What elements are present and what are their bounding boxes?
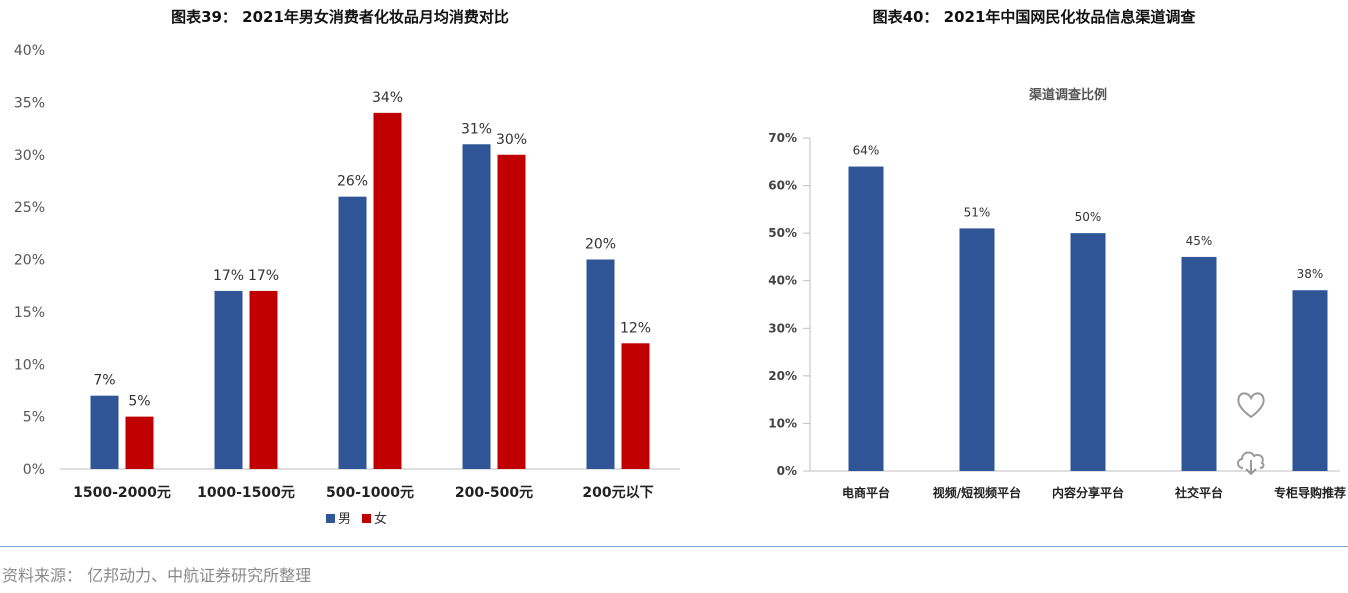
y-tick-label: 0% [23,462,45,478]
x-tick-label: 内容分享平台 [1052,485,1124,500]
data-label: 34% [372,90,403,106]
bar [1292,290,1328,471]
y-tick-label: 25% [14,200,45,216]
y-tick-label: 70% [768,131,797,145]
data-label: 38% [1297,267,1324,281]
bar [848,166,884,472]
footer-divider [0,546,1348,547]
gender-spending-bar-chart: 0% 5% 10% 15% 20% 25% 30% 35% 40% 7% 5% 1500-2000元 1… [14,43,680,527]
bar-male [462,144,491,469]
bar-female [621,343,650,469]
y-tick-label: 60% [768,179,797,193]
data-label: 30% [496,132,527,148]
data-label: 31% [461,121,492,137]
y-tick-label: 10% [768,416,797,430]
bar-female [125,416,154,469]
data-label: 12% [620,320,651,336]
bar-male [338,196,367,469]
data-label: 17% [248,268,279,284]
inner-chart-title: 渠道调查比例 [1028,87,1107,103]
x-tick-label: 1500-2000元 [73,485,171,501]
y-tick-label: 50% [768,226,797,240]
bar-female [497,154,526,469]
bar [1070,233,1106,471]
x-tick-label: 200-500元 [455,485,533,501]
y-tick-label: 5% [23,410,45,426]
data-label: 20% [585,237,616,253]
left-chart-title: 图表39： 2021年男女消费者化妆品月均消费对比 [171,8,509,26]
y-tick-label: 40% [14,43,45,59]
bar-female [373,112,402,469]
data-label: 50% [1075,210,1102,224]
data-label: 64% [853,144,880,158]
channel-survey-bar-chart: 渠道调查比例 0% 10% 20% 30% 40% 50% 60% 70% 64% 电商平台 51% 视… [768,87,1346,500]
x-tick-label: 1000-1500元 [197,485,295,501]
legend-swatch [326,514,335,523]
y-tick-label: 35% [14,95,45,111]
y-tick-label: 0% [777,464,797,478]
x-tick-label: 专柜导购推荐 [1274,485,1346,500]
y-tick-label: 20% [768,369,797,383]
y-tick-label: 30% [768,321,797,335]
x-tick-label: 500-1000元 [326,485,414,501]
bar [1181,256,1217,471]
x-tick-label: 社交平台 [1174,485,1223,500]
y-tick-label: 20% [14,253,45,269]
data-label: 51% [964,205,991,219]
y-tick-label: 30% [14,148,45,164]
data-label: 26% [337,174,368,190]
x-tick-label: 200元以下 [582,485,653,501]
bar [959,228,995,471]
bar-male [90,395,119,469]
source-note: 资料来源： 亿邦动力、中航证券研究所整理 [2,566,312,585]
legend-swatch [362,514,371,523]
bar-male [214,290,243,469]
bar-female [249,290,278,469]
data-label: 17% [213,268,244,284]
right-chart-title: 图表40： 2021年中国网民化妆品信息渠道调查 [872,8,1196,26]
x-tick-label: 电商平台 [842,485,890,500]
x-tick-label: 视频/短视频平台 [933,485,1021,500]
bar-male [586,259,615,469]
y-tick-label: 40% [768,274,797,288]
y-tick-label: 15% [14,305,45,321]
data-label: 45% [1186,234,1213,248]
legend-label: 女 [374,511,387,527]
legend-label: 男 [338,512,351,527]
y-tick-label: 10% [14,357,45,373]
data-label: 5% [128,394,150,410]
data-label: 7% [93,373,115,389]
